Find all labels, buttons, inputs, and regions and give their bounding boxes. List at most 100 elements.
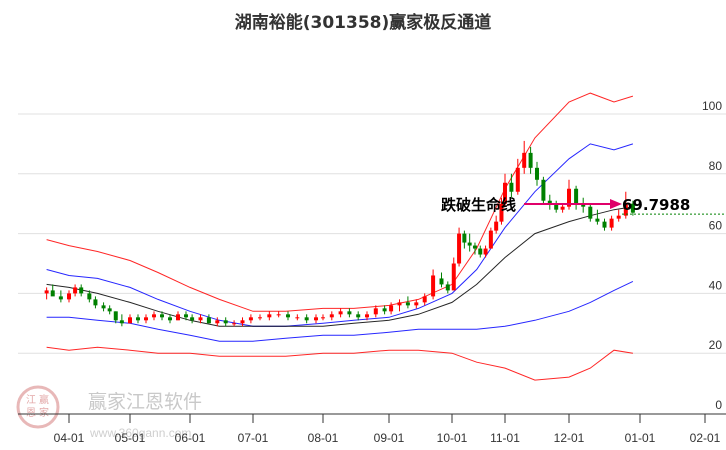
candle [160,311,164,321]
candle [554,200,559,213]
candle [58,290,63,303]
y-tick-label: 40 [709,278,723,292]
candle [304,314,309,324]
candle [397,299,402,312]
candle [107,305,112,315]
candle [206,314,211,324]
candle [314,314,318,324]
candle [79,284,84,297]
candle [451,257,456,291]
candle [365,311,369,321]
candle [67,290,71,303]
candle [439,272,444,288]
band-inner_upper [46,143,634,327]
candle [44,287,49,300]
candle [356,311,361,321]
candle [338,308,343,318]
candle [286,311,290,321]
arrow-right-icon [610,199,622,209]
candle [190,314,195,324]
annotation: 跌破生命线 69.7988 [441,196,726,215]
candle [382,305,387,315]
candle [258,314,262,321]
candle [535,161,539,186]
candle [119,314,124,327]
candle [144,314,148,324]
annotation-value: 69.7988 [622,196,690,214]
candle [509,173,514,198]
candle [623,191,628,219]
candle [503,173,507,207]
y-axis: 0 20 40 60 80 100 [702,99,722,412]
watermark-brand: 赢家江恩软件 [88,391,202,413]
watermark-seal-icon [16,385,60,429]
candle [414,299,419,309]
y-tick-label: 100 [702,99,722,113]
x-tick-label: 07-01 [238,431,269,445]
candle [223,317,228,327]
candle [128,314,132,324]
candle [389,302,394,315]
candle [232,320,237,327]
annotation-label: 跌破生命线 [441,196,516,214]
x-tick-label: 05-01 [115,431,146,445]
candle [457,227,462,267]
y-tick-label: 60 [709,219,723,233]
candle [248,314,253,324]
candle [295,314,300,321]
candle [602,218,607,231]
candle [101,302,106,312]
candle [73,284,78,297]
candle [595,209,600,225]
band-middle [46,206,633,327]
candle [136,314,140,324]
x-tick-label: 12-01 [554,431,585,445]
candle [499,197,504,225]
candlesticks [44,140,635,327]
watermark: 江赢恩 家 赢家江恩软件 www.360gann.com [16,385,202,440]
candle [87,290,92,303]
watermark-seal-char: 家 [39,406,49,419]
candle [522,140,527,174]
candle [329,311,334,321]
x-tick-label: 01-01 [625,431,656,445]
watermark-url: www.360gann.com [89,426,191,440]
candle [472,242,477,255]
candle [488,227,493,249]
band-outer_upper [46,92,634,312]
candle [574,185,579,210]
candle [567,179,571,210]
candle [581,197,586,213]
candle [422,293,427,306]
candle [445,281,450,294]
watermark-seal-char: 赢 [39,393,49,406]
candle [373,305,378,318]
y-tick-label: 80 [709,159,723,173]
channel-bands [46,92,634,381]
candle [547,194,552,210]
candle [168,314,172,324]
candle [240,317,245,327]
watermark-seal-char: 恩 [26,407,36,419]
x-tick-label: 10-01 [437,431,468,445]
candle [462,230,467,249]
candle [483,245,488,258]
candle [541,176,546,204]
x-axis: 04-01 05-01 06-01 07-01 08-01 09-01 10-01 11-01… [18,413,726,445]
x-tick-label: 08-01 [308,431,339,445]
candle [276,311,281,318]
candle [431,269,436,300]
candle [267,311,272,321]
candle [50,284,55,297]
candle [467,233,472,252]
candle [215,317,220,327]
candle [609,215,614,231]
x-tick-label: 11-01 [490,431,520,445]
y-tick-label: 20 [709,338,723,352]
candle [588,203,593,222]
candle [478,245,483,258]
candle [321,314,325,321]
y-tick-label: 0 [715,398,722,412]
band-inner_lower [46,280,634,342]
